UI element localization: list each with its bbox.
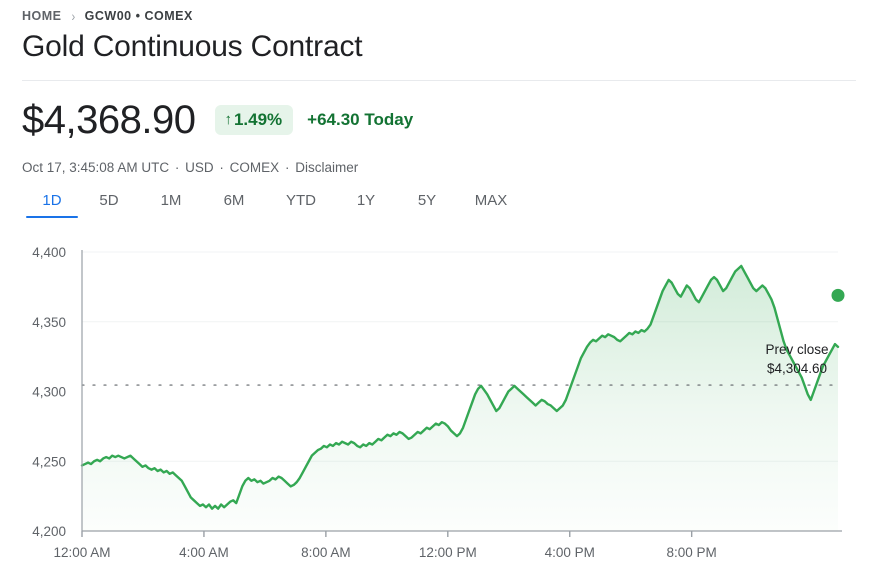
- range-tab-label: 1M: [160, 192, 182, 209]
- quote-timestamp: Oct 17, 3:45:08 AM UTC: [22, 160, 170, 175]
- change-percent-value: 1.49%: [233, 110, 283, 129]
- breadcrumb: HOME › GCW00 • COMEX: [22, 9, 193, 23]
- x-axis-tick-label: 12:00 PM: [419, 545, 477, 560]
- range-tab-label: YTD: [286, 192, 316, 209]
- y-axis-tick-label: 4,350: [32, 315, 66, 330]
- prev-close-annotation-label: Prev close: [765, 342, 828, 357]
- meta-separator-2: ·: [219, 160, 224, 175]
- price-area-fill: [82, 265, 838, 531]
- breadcrumb-home-link[interactable]: HOME: [22, 9, 62, 23]
- y-axis-tick-label: 4,300: [32, 385, 66, 400]
- prev-close-annotation-value: $4,304.60: [767, 361, 827, 376]
- x-axis-tick-label: 8:00 AM: [301, 545, 351, 560]
- range-tab-5y[interactable]: 5Y: [396, 188, 458, 218]
- x-axis-tick-label: 4:00 AM: [179, 545, 229, 560]
- quote-summary: $4,368.90 ↑ 1.49% +64.30 Today: [22, 100, 413, 140]
- range-tab-1y[interactable]: 1Y: [336, 188, 396, 218]
- page-title: Gold Continuous Contract: [22, 30, 363, 63]
- quote-price: $4,368.90: [22, 98, 196, 142]
- range-tab-6m[interactable]: 6M: [202, 188, 266, 218]
- range-tab-label: 5D: [99, 192, 119, 209]
- price-line: [80, 264, 840, 510]
- quote-exchange: COMEX: [229, 160, 280, 175]
- x-axis-tick-label: 8:00 PM: [667, 545, 717, 560]
- x-axis-tick-label: 12:00 AM: [53, 545, 110, 560]
- disclaimer-link[interactable]: Disclaimer: [295, 160, 359, 175]
- last-price-marker: [831, 288, 845, 302]
- quote-metadata: Oct 17, 3:45:08 AM UTC · USD · COMEX · D…: [22, 160, 358, 175]
- y-axis-tick-label: 4,250: [32, 454, 66, 469]
- range-tab-bar: 1D 5D 1M 6M YTD 1Y 5Y MAX: [26, 188, 524, 218]
- y-axis-tick-label: 4,200: [32, 524, 66, 539]
- header-divider: [22, 80, 856, 81]
- x-axis-tick-label: 4:00 PM: [545, 545, 595, 560]
- quote-currency: USD: [185, 160, 214, 175]
- meta-separator-3: ·: [284, 160, 290, 175]
- change-absolute-value: +64.30 Today: [307, 110, 414, 129]
- breadcrumb-current[interactable]: GCW00 • COMEX: [84, 9, 193, 23]
- range-tab-1m[interactable]: 1M: [140, 188, 202, 218]
- range-tab-1d[interactable]: 1D: [26, 188, 78, 218]
- meta-separator-1: ·: [174, 160, 180, 175]
- change-percent-badge: ↑ 1.49%: [215, 105, 294, 135]
- price-chart[interactable]: 4,400 4,350 4,300 4,250 4,200 Prev close $4,30…: [0, 228, 878, 586]
- chevron-right-icon: ›: [71, 8, 76, 24]
- price-chart-svg[interactable]: 4,400 4,350 4,300 4,250 4,200 Prev close $4,30…: [0, 228, 878, 586]
- range-tab-label: 6M: [223, 192, 245, 209]
- y-axis-tick-label: 4,400: [32, 245, 66, 260]
- range-tab-label: 1Y: [356, 192, 376, 209]
- range-tab-label: MAX: [474, 192, 508, 209]
- range-tab-5d[interactable]: 5D: [78, 188, 140, 218]
- arrow-up-icon: ↑: [224, 111, 232, 128]
- range-tab-max[interactable]: MAX: [458, 188, 524, 218]
- range-tab-label: 5Y: [417, 192, 437, 209]
- range-tab-label: 1D: [42, 192, 62, 209]
- range-tab-ytd[interactable]: YTD: [266, 188, 336, 218]
